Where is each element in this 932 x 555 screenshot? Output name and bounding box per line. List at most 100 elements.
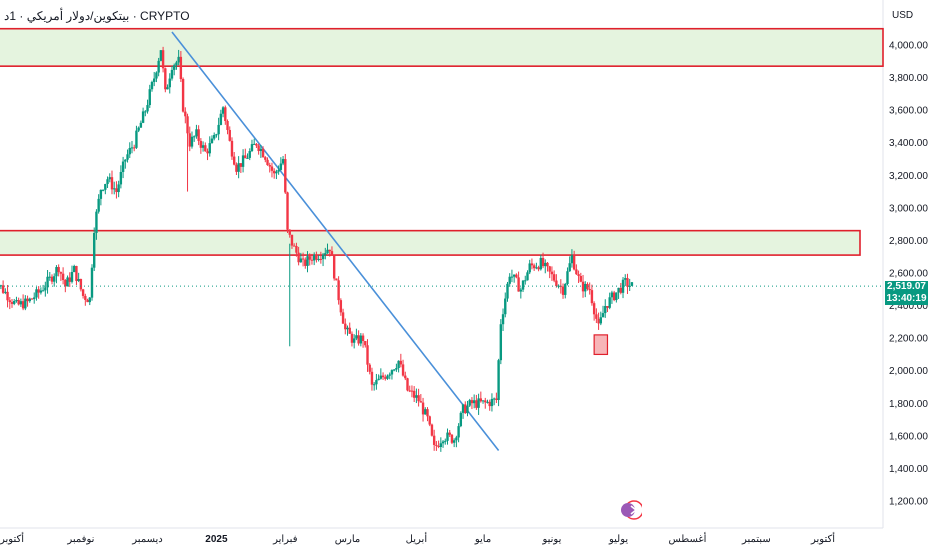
candle-body bbox=[388, 374, 391, 376]
candle-body bbox=[310, 259, 314, 261]
candle-body bbox=[430, 424, 434, 436]
candle-body bbox=[64, 280, 67, 287]
candle-body bbox=[10, 302, 14, 304]
candle-body bbox=[250, 144, 254, 151]
candle-body bbox=[368, 364, 371, 372]
candle-body bbox=[410, 390, 414, 392]
y-tick-label: 3,600.00 bbox=[889, 106, 928, 117]
candle-body bbox=[79, 279, 83, 290]
candle-body bbox=[317, 258, 320, 260]
candle-body bbox=[628, 285, 631, 287]
candle-body bbox=[75, 265, 78, 282]
candle-body bbox=[73, 265, 76, 272]
candle-body bbox=[435, 444, 438, 446]
candle-body bbox=[6, 291, 9, 301]
candle-body bbox=[419, 401, 423, 403]
candle-body bbox=[53, 276, 56, 282]
candle-body bbox=[170, 69, 174, 79]
candle-body bbox=[135, 130, 138, 148]
candle-body bbox=[492, 398, 496, 400]
candle-body bbox=[161, 50, 165, 69]
candle-body bbox=[479, 398, 483, 402]
candle-body bbox=[606, 306, 609, 308]
candle-body bbox=[608, 297, 611, 308]
candle-body bbox=[41, 290, 45, 292]
last-price-label: 2,519.07 bbox=[885, 281, 928, 293]
candle-body bbox=[484, 400, 487, 403]
candle-body bbox=[130, 147, 134, 149]
candle-body bbox=[468, 400, 471, 406]
candle-body bbox=[86, 299, 89, 303]
candle-body bbox=[557, 285, 560, 287]
candle-body bbox=[477, 398, 480, 408]
y-tick-label: 2,600.00 bbox=[889, 269, 928, 280]
currency-label[interactable]: USD bbox=[892, 10, 914, 21]
candle-body bbox=[599, 317, 603, 324]
candle-body bbox=[610, 292, 614, 298]
x-tick-label: 2025 bbox=[205, 534, 228, 545]
candle-body bbox=[70, 271, 74, 282]
flag-icon[interactable] bbox=[620, 499, 642, 521]
candle-body bbox=[595, 314, 598, 319]
candle-body bbox=[495, 398, 498, 400]
x-tick-label: ديسمبر bbox=[131, 534, 162, 545]
candle-body bbox=[497, 360, 500, 400]
countdown-label: 13:40:19 bbox=[885, 293, 928, 305]
candle-body bbox=[126, 154, 129, 160]
candle-body bbox=[446, 432, 449, 441]
candle-body bbox=[335, 278, 338, 281]
candle-body bbox=[355, 335, 358, 339]
candle-body bbox=[552, 274, 556, 281]
candle-body bbox=[501, 314, 505, 325]
candle-body bbox=[377, 378, 380, 381]
candle-body bbox=[148, 89, 151, 106]
candle-body bbox=[372, 384, 376, 386]
x-tick-label: نوفمبر bbox=[66, 534, 94, 545]
candle-body bbox=[615, 292, 618, 301]
x-tick-label: مارس bbox=[335, 534, 360, 545]
candle-body bbox=[113, 188, 116, 190]
candle-body bbox=[93, 233, 96, 268]
candle-body bbox=[208, 143, 211, 154]
candle-body bbox=[399, 360, 403, 365]
candle-body bbox=[441, 441, 445, 444]
candle-body bbox=[215, 134, 218, 136]
candle-body bbox=[15, 300, 18, 302]
candle-body bbox=[524, 280, 527, 282]
candle-body bbox=[264, 157, 267, 160]
candle-body bbox=[19, 301, 23, 305]
candle-body bbox=[426, 409, 429, 417]
candle-body bbox=[217, 124, 220, 135]
candle-body bbox=[226, 121, 229, 130]
candle-body bbox=[548, 266, 551, 272]
candle-body bbox=[106, 179, 109, 185]
candle-body bbox=[81, 289, 85, 296]
candle-body bbox=[241, 155, 245, 167]
candle-body bbox=[346, 327, 349, 330]
candle-body bbox=[146, 105, 149, 112]
candle-body bbox=[384, 377, 387, 379]
candle-body bbox=[341, 312, 345, 324]
candle-body bbox=[544, 262, 547, 267]
candle-body bbox=[417, 395, 420, 402]
candle-body bbox=[490, 398, 494, 407]
candle-body bbox=[330, 251, 334, 256]
candle-body bbox=[66, 277, 69, 287]
candle-body bbox=[232, 156, 236, 165]
candle-body bbox=[526, 272, 529, 281]
candle-body bbox=[104, 184, 107, 190]
candle-body bbox=[379, 375, 383, 379]
candle-body bbox=[535, 267, 538, 269]
candle-body bbox=[515, 274, 518, 278]
candle-body bbox=[577, 274, 580, 277]
candle-body bbox=[604, 306, 607, 314]
candle-body bbox=[432, 435, 436, 445]
candle-body bbox=[8, 300, 11, 303]
candle-body bbox=[581, 281, 585, 292]
candle-body bbox=[190, 136, 194, 147]
candle-body bbox=[550, 271, 554, 275]
candle-body bbox=[88, 297, 91, 303]
candle-body bbox=[366, 345, 369, 365]
